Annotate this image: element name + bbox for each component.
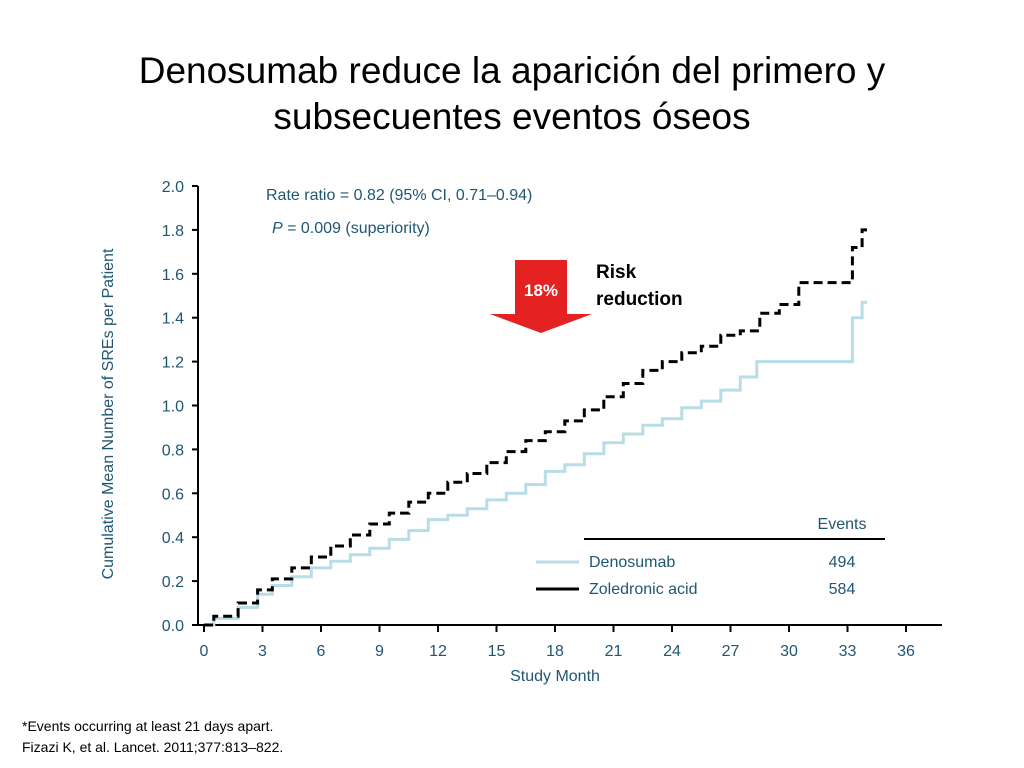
x-tick-label: 33 [839, 643, 857, 660]
x-tick-label: 6 [317, 643, 326, 660]
y-tick-label: 0.4 [162, 530, 184, 547]
x-tick-label: 36 [897, 643, 915, 660]
x-tick-label: 30 [780, 643, 798, 660]
annotation-layer: Rate ratio = 0.82 (95% CI, 0.71–0.94) P … [266, 187, 683, 333]
x-tick-label: 27 [722, 643, 740, 660]
footnote-line-2: Fizazi K, et al. Lancet. 2011;377:813–82… [22, 739, 284, 755]
p-value-text: = 0.009 (superiority) [283, 220, 430, 237]
footnote: *Events occurring at least 21 days apart… [22, 716, 283, 758]
y-tick-label: 0.6 [162, 486, 184, 503]
footnote-line-1: *Events occurring at least 21 days apart… [22, 718, 274, 734]
risk-label-line-1: Risk [596, 262, 637, 283]
legend-events-denosumab: 494 [829, 554, 856, 571]
axes-layer: 0.00.20.40.60.81.01.21.41.61.82.00 3 6 9 12 1… [100, 179, 942, 685]
y-axis-title: Cumulative Mean Number of SREs per Patie… [100, 248, 117, 579]
p-value-annotation: P = 0.009 (superiority) [272, 220, 430, 237]
rate-ratio-annotation: Rate ratio = 0.82 (95% CI, 0.71–0.94) [266, 187, 532, 204]
legend-events-zoledronic: 584 [829, 581, 856, 598]
x-tick-label: 9 [375, 643, 384, 660]
y-tick-label: 1.0 [162, 399, 184, 416]
x-tick-label: 3 [258, 643, 267, 660]
legend: Events Denosumab 494 Zoledronic acid 584 [536, 516, 885, 598]
legend-header: Events [818, 516, 867, 533]
p-value-symbol: P [272, 220, 283, 237]
x-tick-label: 21 [605, 643, 623, 660]
series-line-zoledronic [204, 228, 867, 627]
risk-label-line-2: reduction [596, 289, 683, 310]
y-tick-label: 1.2 [162, 355, 184, 372]
risk-percent: 18% [524, 281, 558, 300]
legend-label-zoledronic: Zoledronic acid [589, 581, 698, 598]
x-tick-label: 0 [200, 643, 209, 660]
slide-title: Denosumab reduce la aparición del primer… [0, 48, 1024, 140]
x-axis-title: Study Month [510, 668, 600, 685]
legend-label-denosumab: Denosumab [589, 554, 675, 571]
x-tick-label: 15 [488, 643, 506, 660]
series-line-denosumab [204, 300, 867, 627]
y-tick-label: 2.0 [162, 179, 184, 196]
series-layer [204, 228, 867, 627]
y-tick-label: 1.4 [162, 311, 184, 328]
x-tick-label: 24 [663, 643, 681, 660]
x-tick-label: 18 [546, 643, 564, 660]
slide-title-line-2: subsecuentes eventos óseos [273, 96, 751, 137]
x-tick-label: 12 [429, 643, 447, 660]
y-tick-label: 0.2 [162, 574, 184, 591]
risk-arrow-icon [490, 260, 592, 333]
y-tick-label: 1.6 [162, 267, 184, 284]
y-tick-label: 1.8 [162, 223, 184, 240]
slide-title-line-1: Denosumab reduce la aparición del primer… [138, 50, 886, 91]
y-tick-label: 0.8 [162, 442, 184, 459]
y-tick-label: 0.0 [162, 618, 184, 635]
